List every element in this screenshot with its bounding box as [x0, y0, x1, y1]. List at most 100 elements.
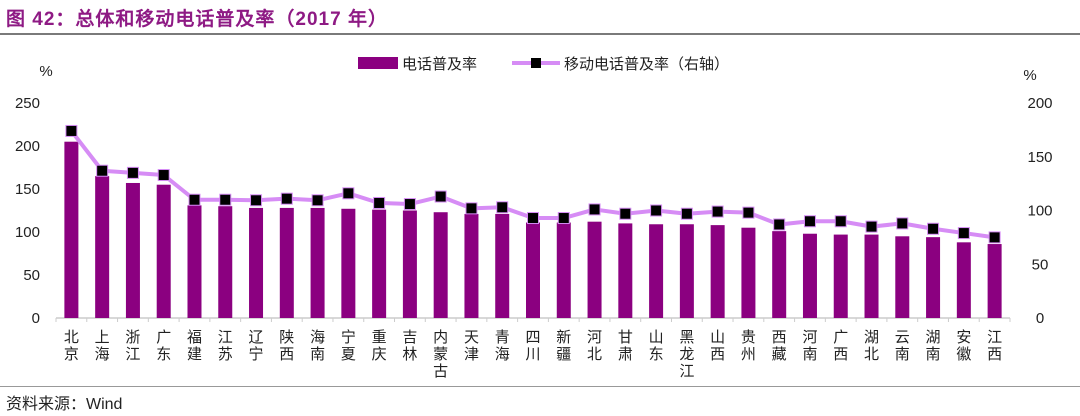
- category-label: 宁: [341, 329, 356, 346]
- line-marker: [96, 164, 109, 177]
- right-axis-tick: 100: [1027, 203, 1052, 220]
- line-marker: [373, 196, 386, 209]
- figure-title: 图 42：总体和移动电话普及率（2017 年）: [6, 9, 388, 30]
- bar: [279, 207, 294, 318]
- category-label: 西: [833, 346, 848, 363]
- category-label: 河: [587, 329, 602, 346]
- legend-bar-swatch: [358, 57, 398, 69]
- left-axis-tick: 150: [15, 181, 40, 198]
- bar: [125, 182, 140, 318]
- line-marker: [834, 215, 847, 228]
- line-marker: [250, 194, 263, 207]
- category-label: 建: [187, 346, 202, 363]
- category-label: 西: [987, 346, 1002, 363]
- category-label: 天: [464, 329, 479, 346]
- line-marker: [527, 212, 539, 225]
- line-marker: [219, 193, 232, 206]
- legend-line-label: 移动电话普及率（右轴）: [564, 56, 729, 73]
- category-label: 苏: [218, 346, 233, 363]
- bar: [402, 210, 417, 318]
- right-axis-unit: %: [1023, 67, 1036, 84]
- category-label: 陕: [279, 329, 294, 346]
- category-label: 广: [833, 329, 848, 346]
- category-label: 南: [926, 346, 941, 363]
- right-axis-tick: 0: [1036, 310, 1044, 327]
- legend-bar-label: 电话普及率: [402, 56, 477, 73]
- category-label: 庆: [372, 346, 387, 363]
- category-label: 西: [710, 346, 725, 363]
- bar: [556, 222, 571, 318]
- category-label: 云: [895, 329, 910, 346]
- category-label: 安: [956, 329, 971, 346]
- left-axis-tick: 50: [23, 267, 40, 284]
- category-label: 南: [895, 346, 910, 363]
- category-label: 古: [433, 363, 448, 380]
- line-marker: [188, 193, 201, 206]
- category-label: 西: [279, 346, 294, 363]
- line-marker: [465, 202, 478, 215]
- category-label: 州: [741, 346, 756, 363]
- line-marker: [988, 231, 1001, 244]
- category-label: 北: [587, 346, 602, 363]
- category-label: 津: [464, 346, 479, 363]
- bar: [218, 206, 233, 318]
- category-label: 海: [495, 346, 510, 363]
- category-label: 海: [310, 329, 325, 346]
- line-marker: [896, 217, 909, 230]
- bar: [618, 223, 633, 318]
- right-axis-tick: 150: [1027, 149, 1052, 166]
- category-label: 龙: [679, 346, 694, 363]
- bar: [864, 234, 879, 318]
- bar: [926, 237, 941, 318]
- line-marker: [434, 190, 447, 203]
- line-marker: [957, 227, 970, 240]
- line-marker: [126, 166, 139, 179]
- category-label: 徽: [956, 346, 971, 363]
- category-label: 蒙: [433, 346, 448, 363]
- line-marker: [619, 207, 632, 220]
- category-label: 西: [772, 329, 787, 346]
- bar: [433, 212, 448, 318]
- left-axis-tick: 250: [15, 95, 40, 112]
- bar: [310, 207, 325, 318]
- line-marker: [65, 124, 78, 137]
- category-label: 湖: [864, 329, 879, 346]
- category-label: 江: [125, 346, 140, 363]
- category-label: 江: [218, 329, 233, 346]
- category-label: 重: [372, 329, 387, 346]
- bar: [772, 231, 787, 318]
- category-label: 新: [556, 329, 571, 346]
- line-marker: [280, 192, 293, 205]
- category-label: 南: [310, 346, 325, 363]
- category-label: 宁: [249, 346, 264, 363]
- bar: [802, 233, 817, 318]
- left-axis-tick: 0: [32, 310, 40, 327]
- line-marker: [927, 222, 940, 235]
- category-label: 疆: [556, 346, 571, 363]
- bar: [987, 244, 1002, 318]
- category-label: 北: [64, 329, 79, 346]
- bar: [679, 224, 694, 318]
- line-marker: [711, 205, 724, 218]
- category-label: 上: [95, 329, 110, 346]
- category-label: 林: [402, 346, 417, 363]
- left-axis-unit: %: [39, 63, 52, 80]
- line-marker: [342, 187, 355, 200]
- category-label: 夏: [341, 346, 356, 363]
- category-label: 东: [156, 346, 171, 363]
- category-label: 辽: [249, 329, 264, 346]
- line-marker: [742, 206, 755, 219]
- line-marker: [588, 203, 601, 216]
- line-marker: [773, 218, 786, 231]
- bar: [64, 141, 79, 318]
- line-marker: [157, 169, 170, 182]
- bar: [187, 205, 202, 318]
- bar: [341, 208, 356, 318]
- category-label: 贵: [741, 329, 756, 346]
- category-label: 川: [525, 346, 540, 363]
- source-note: 资料来源：Wind: [6, 396, 123, 413]
- category-label: 湖: [926, 329, 941, 346]
- bar: [710, 225, 725, 318]
- category-label: 江: [987, 329, 1002, 346]
